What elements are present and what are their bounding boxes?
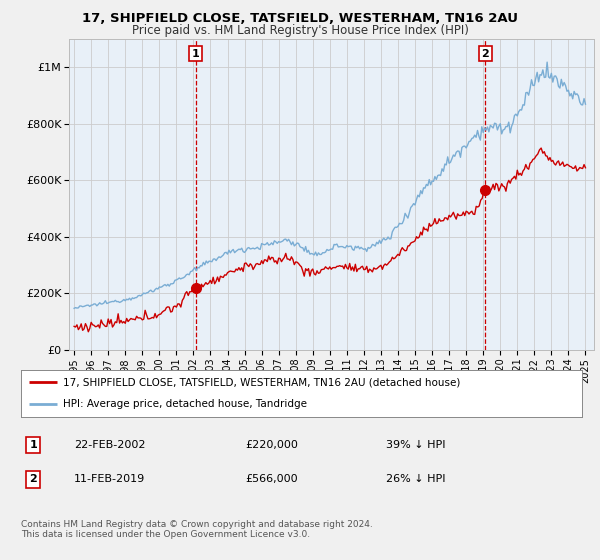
Text: 11-FEB-2019: 11-FEB-2019 (74, 474, 146, 484)
Text: 2: 2 (29, 474, 37, 484)
Text: £566,000: £566,000 (245, 474, 298, 484)
Text: 17, SHIPFIELD CLOSE, TATSFIELD, WESTERHAM, TN16 2AU: 17, SHIPFIELD CLOSE, TATSFIELD, WESTERHA… (82, 12, 518, 25)
Text: 1: 1 (29, 440, 37, 450)
Text: 2: 2 (481, 49, 489, 59)
Text: 17, SHIPFIELD CLOSE, TATSFIELD, WESTERHAM, TN16 2AU (detached house): 17, SHIPFIELD CLOSE, TATSFIELD, WESTERHA… (63, 377, 460, 388)
Text: 39% ↓ HPI: 39% ↓ HPI (386, 440, 445, 450)
Text: Price paid vs. HM Land Registry's House Price Index (HPI): Price paid vs. HM Land Registry's House … (131, 24, 469, 36)
Text: £220,000: £220,000 (245, 440, 298, 450)
Text: 26% ↓ HPI: 26% ↓ HPI (386, 474, 445, 484)
Text: HPI: Average price, detached house, Tandridge: HPI: Average price, detached house, Tand… (63, 399, 307, 409)
Text: 22-FEB-2002: 22-FEB-2002 (74, 440, 146, 450)
Text: 1: 1 (192, 49, 200, 59)
Text: Contains HM Land Registry data © Crown copyright and database right 2024.
This d: Contains HM Land Registry data © Crown c… (21, 520, 373, 539)
